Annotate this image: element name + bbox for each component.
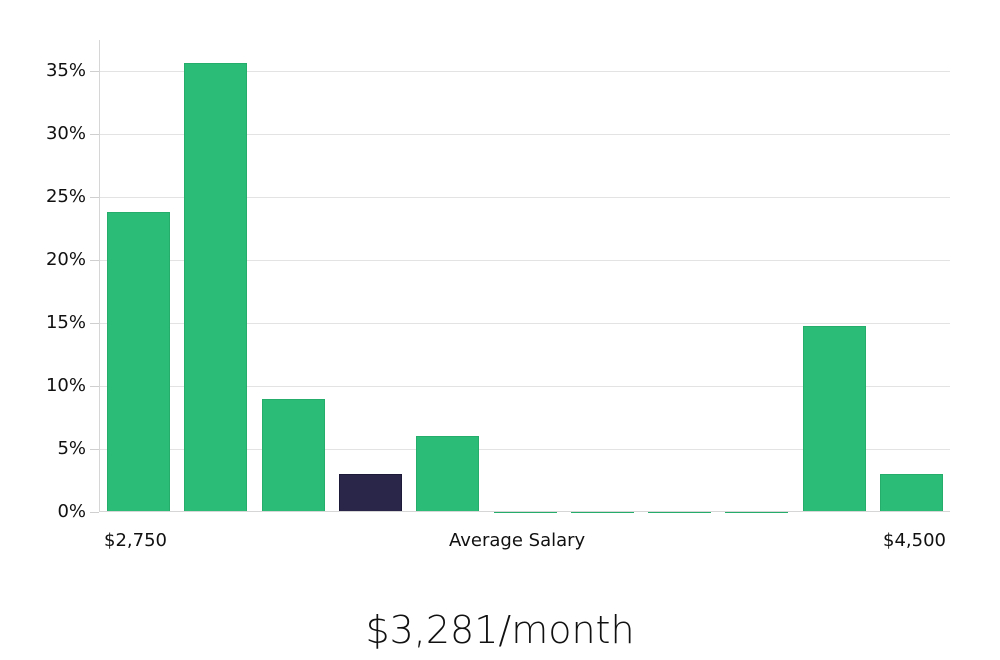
y-tick [90, 71, 99, 72]
x-axis-title: Average Salary [449, 530, 586, 551]
y-tick [90, 134, 99, 135]
grid-line [100, 260, 950, 261]
grid-line [100, 386, 950, 387]
y-tick-label: 0% [57, 501, 86, 522]
bar [802, 325, 866, 512]
y-tick-label: 20% [45, 249, 86, 270]
y-tick-label: 30% [45, 123, 86, 144]
grid-line [100, 134, 950, 135]
average-salary-value: $3,281/month [365, 608, 635, 652]
bar-highlighted [338, 474, 402, 512]
x-axis [99, 511, 950, 512]
x-max-label: $4,500 [883, 530, 946, 551]
y-tick-label: 5% [57, 438, 86, 459]
y-axis [99, 40, 100, 512]
y-tick [90, 512, 99, 513]
bar [107, 212, 170, 512]
y-tick [90, 260, 99, 261]
y-tick [90, 197, 99, 198]
bar [416, 436, 480, 512]
y-tick-label: 35% [45, 60, 86, 81]
y-tick [90, 449, 99, 450]
grid-line [100, 71, 950, 72]
bar [261, 398, 325, 512]
y-tick [90, 323, 99, 324]
grid-line [100, 449, 950, 450]
grid-line [100, 323, 950, 324]
y-tick [90, 386, 99, 387]
bar [184, 63, 248, 512]
grid-line [100, 197, 950, 198]
y-tick-label: 15% [45, 312, 86, 333]
y-tick-label: 10% [45, 375, 86, 396]
x-min-label: $2,750 [104, 530, 167, 551]
y-tick-label: 25% [45, 186, 86, 207]
bar [880, 474, 943, 512]
